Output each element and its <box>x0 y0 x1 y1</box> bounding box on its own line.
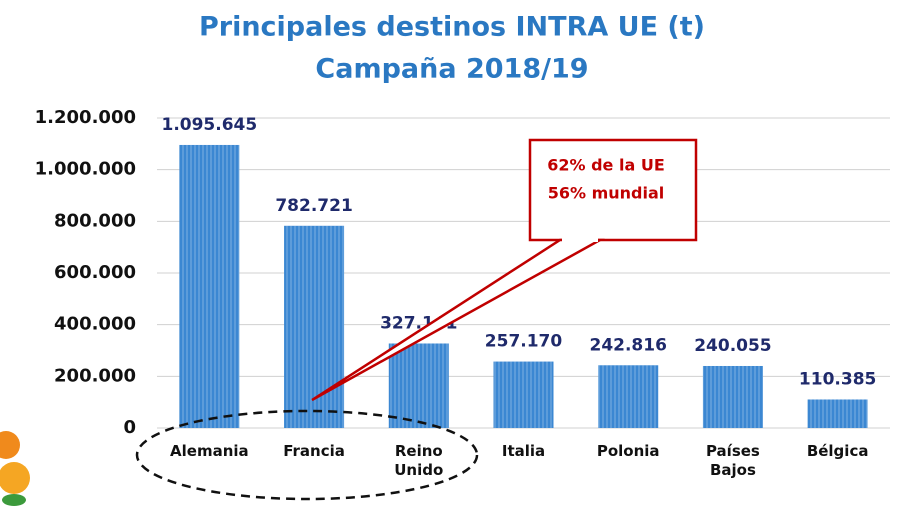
chart-title: Principales destinos INTRA UE (t) <box>199 12 705 43</box>
x-tick-label: Reino Unido <box>376 442 462 480</box>
bar-texture <box>598 365 658 428</box>
y-tick-label: 1.000.000 <box>35 159 136 180</box>
x-tick-label: Países Bajos <box>690 442 776 480</box>
annotation: 62% de la UE <box>547 156 665 175</box>
x-tick-label: Alemania <box>166 442 252 461</box>
x-tick-label: Italia <box>481 442 567 461</box>
decor-orange <box>0 462 30 494</box>
chart: Principales destinos INTRA UE (t) Campañ… <box>0 0 904 512</box>
bar-texture <box>703 366 763 428</box>
bar-texture <box>389 343 449 428</box>
x-tick-label: Bélgica <box>795 442 881 461</box>
bar-texture <box>808 399 868 428</box>
value-label: 110.385 <box>799 369 876 389</box>
chart-subtitle: Campaña 2018/19 <box>315 54 588 85</box>
decor-orange <box>0 431 20 459</box>
x-tick-label: Polonia <box>585 442 671 461</box>
annotation: 56% mundial <box>548 184 665 203</box>
bar-texture <box>179 145 239 428</box>
y-tick-label: 800.000 <box>54 210 136 231</box>
decor-leaf <box>2 494 26 506</box>
y-tick-label: 400.000 <box>54 314 136 335</box>
value-label: 242.816 <box>589 335 666 355</box>
value-label: 257.170 <box>485 332 563 352</box>
value-label: 240.055 <box>694 336 771 356</box>
y-tick-label: 1.200.000 <box>35 107 136 128</box>
y-tick-label: 600.000 <box>54 262 136 283</box>
value-label: 782.721 <box>275 196 352 216</box>
bar-texture <box>494 362 554 428</box>
y-tick-label: 0 <box>123 417 136 438</box>
x-tick-label: Francia <box>271 442 357 461</box>
y-tick-label: 200.000 <box>54 365 136 386</box>
value-label: 1.095.645 <box>161 115 257 135</box>
page: Principales destinos INTRA UE (t) Campañ… <box>0 0 904 512</box>
